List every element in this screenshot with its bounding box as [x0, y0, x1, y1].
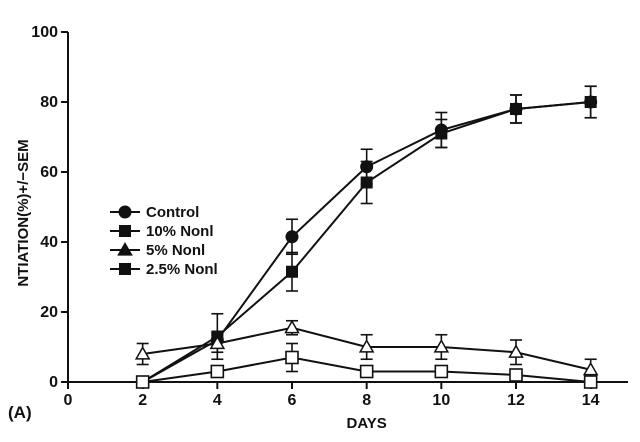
y-axis-title: NTIATION(%)+/−SEM [15, 139, 32, 286]
data-point [582, 361, 599, 376]
x-tick-label: 14 [582, 392, 600, 409]
axes: 0 20 40 60 80 100 0 2 4 6 8 10 12 14 [31, 24, 628, 409]
data-point [510, 103, 522, 115]
data-point [508, 344, 524, 358]
data-point [284, 319, 300, 334]
data-point [285, 230, 299, 244]
y-tick-label: 40 [40, 234, 58, 251]
x-tick-label: 4 [213, 392, 222, 409]
legend-item: 5% Nonl [110, 241, 205, 259]
x-axis-title: DAYS [347, 415, 387, 432]
x-tick-label: 10 [432, 392, 450, 409]
data-point [210, 364, 225, 379]
legend-marker [118, 205, 132, 219]
legend-marker [119, 225, 131, 237]
legend-label: 5% Nonl [146, 242, 205, 259]
legend-item: Control [110, 204, 199, 221]
data-point [434, 364, 449, 379]
data-point [583, 375, 598, 389]
x-tick-label: 12 [507, 392, 525, 409]
data-point [286, 265, 298, 278]
y-tick-label: 0 [49, 374, 58, 391]
x-tick-label: 0 [64, 392, 73, 409]
legend-label: 2.5% Nonl [146, 261, 218, 278]
legend: Control 10% Nonl 5% Nonl 2.5% Nonl [110, 204, 218, 278]
data-point [360, 176, 373, 189]
data-point [358, 338, 375, 353]
y-tick-label: 60 [40, 164, 58, 181]
series-layer [134, 85, 599, 389]
data-point [433, 338, 450, 353]
legend-marker [119, 263, 131, 275]
x-tick-label: 2 [138, 392, 147, 409]
legend-label: Control [146, 204, 199, 221]
x-tick-label: 6 [288, 392, 297, 409]
y-tick-label: 20 [40, 304, 58, 321]
y-tick-label: 80 [40, 94, 58, 111]
x-tick-label: 8 [362, 392, 371, 409]
data-point [285, 350, 299, 365]
data-point [209, 335, 226, 350]
data-point [509, 368, 523, 382]
y-tick-label: 100 [31, 24, 58, 41]
data-point [134, 345, 151, 360]
panel-label: (A) [8, 403, 32, 422]
legend-item: 2.5% Nonl [110, 261, 218, 278]
legend-label: 10% Nonl [146, 223, 214, 240]
data-point [435, 127, 448, 140]
data-point [135, 375, 150, 389]
data-point [584, 96, 597, 108]
legend-marker [117, 241, 133, 256]
data-point [359, 364, 374, 379]
series-4 [135, 342, 598, 389]
legend-item: 10% Nonl [110, 223, 214, 240]
